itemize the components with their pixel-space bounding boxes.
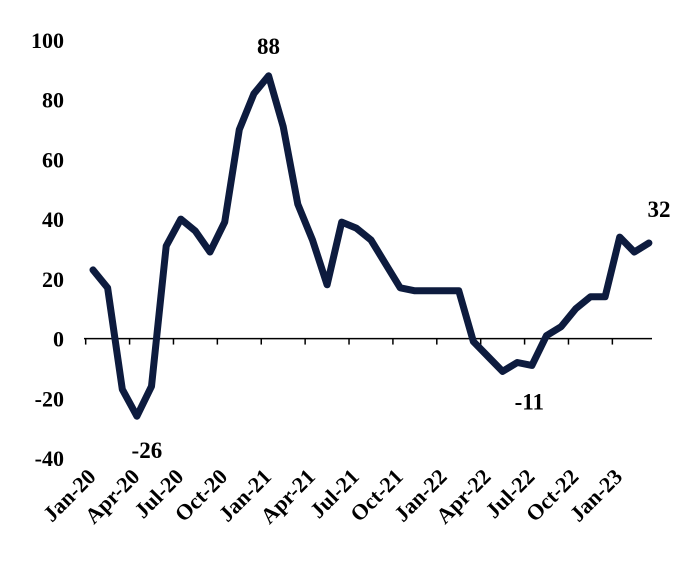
y-tick-label: 100 <box>31 28 64 53</box>
data-label: 32 <box>647 197 670 222</box>
y-axis-tick-labels: -40 -20 0 20 40 60 80 100 <box>31 28 64 471</box>
series-line <box>89 72 653 420</box>
y-tick-label: -20 <box>35 386 64 411</box>
data-label: 88 <box>257 34 280 59</box>
x-axis-tick-labels: Jan-20Apr-20Jul-20Oct-20Jan-21Apr-21Jul-… <box>38 464 627 529</box>
y-tick-label: -40 <box>35 446 64 471</box>
y-tick-label: 60 <box>42 147 64 172</box>
data-label: -11 <box>515 389 544 414</box>
x-axis-tick-marks <box>84 338 614 345</box>
y-tick-label: 0 <box>53 327 64 352</box>
y-tick-label: 20 <box>42 267 64 292</box>
data-labels: -26 88 -11 32 <box>132 34 671 463</box>
data-label: -26 <box>132 438 163 463</box>
y-tick-label: 40 <box>42 207 64 232</box>
y-tick-label: 80 <box>42 88 64 113</box>
